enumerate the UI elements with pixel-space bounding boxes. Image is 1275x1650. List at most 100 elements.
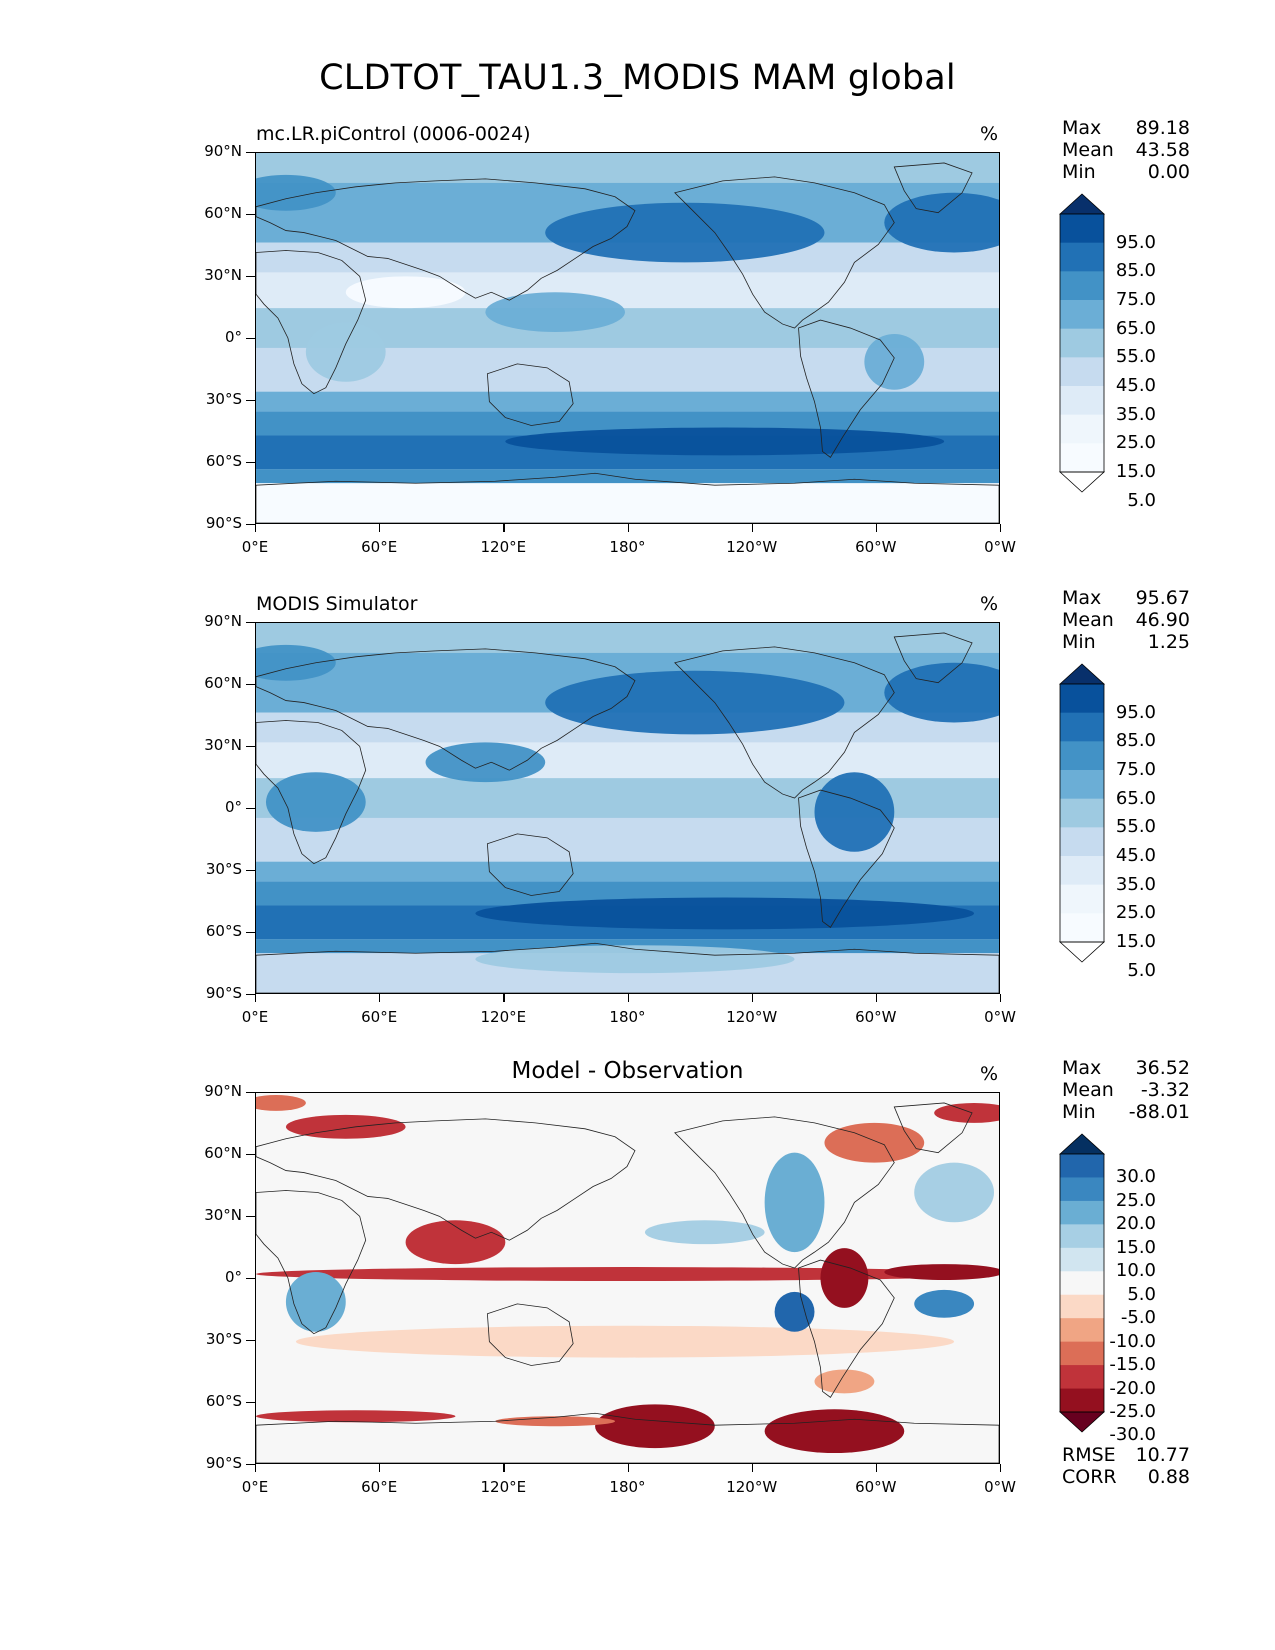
colorbar-label: -25.0 bbox=[1109, 1401, 1156, 1422]
stats-block: Max 95.67 Mean 46.90 Min 1.25 bbox=[1062, 587, 1190, 653]
colorbar-segment bbox=[1060, 357, 1104, 387]
map-area bbox=[255, 152, 1000, 524]
field-contour bbox=[285, 1272, 346, 1332]
field-contour bbox=[774, 1291, 815, 1332]
stat-row: Min -88.01 bbox=[1062, 1101, 1190, 1123]
field-band bbox=[256, 153, 999, 183]
coastline-greenland bbox=[893, 632, 973, 684]
coastline-australia bbox=[486, 833, 574, 896]
field-contour bbox=[256, 1267, 995, 1281]
lat-tick-mark bbox=[246, 622, 255, 624]
lon-tick-mark bbox=[503, 1464, 505, 1472]
lat-tick-mark bbox=[246, 1464, 255, 1466]
lon-tick-mark bbox=[1000, 524, 1002, 532]
colorbar-label: 5.0 bbox=[1127, 489, 1156, 511]
coastline-greenland bbox=[893, 1102, 973, 1154]
lat-tick-label: 60°S bbox=[205, 922, 242, 940]
field-contour bbox=[305, 322, 386, 382]
field-contour bbox=[485, 292, 626, 333]
units-label: % bbox=[980, 123, 999, 145]
colorbar-segment bbox=[1060, 741, 1104, 771]
colorbar-label: 15.0 bbox=[1115, 461, 1156, 482]
colorbar-segment bbox=[1060, 1318, 1104, 1343]
lat-tick-label: 0° bbox=[224, 1268, 242, 1286]
colorbar-extend-max bbox=[1058, 663, 1106, 685]
lon-tick-mark bbox=[627, 1464, 629, 1472]
colorbar-extend-min bbox=[1058, 1411, 1106, 1433]
panel-model: mc.LR.piControl (0006-0024)% 90°N 60°N 30°N… bbox=[0, 0, 1275, 556]
lon-tick-label: 120°W bbox=[726, 538, 778, 556]
colorbar-segment bbox=[1060, 1154, 1104, 1178]
colorbar-label: 65.0 bbox=[1115, 787, 1156, 809]
colorbar-label: -15.0 bbox=[1109, 1354, 1156, 1376]
stat-value: 1.25 bbox=[1147, 631, 1190, 653]
stat-row: Min 0.00 bbox=[1062, 161, 1190, 183]
stats-block: Max 36.52 Mean -3.32 Min -88.01 bbox=[1062, 1057, 1190, 1123]
colorbar-extend-max bbox=[1058, 1133, 1106, 1155]
colorbar-svg bbox=[1058, 663, 1106, 963]
colorbar-label: 35.0 bbox=[1115, 873, 1156, 895]
field-contour bbox=[934, 1102, 999, 1123]
field-contour bbox=[505, 427, 945, 456]
lat-tick-label: 30°N bbox=[204, 266, 242, 284]
lat-tick-label: 90°N bbox=[204, 612, 242, 630]
colorbar-segment bbox=[1060, 1271, 1104, 1296]
colorbar-segment bbox=[1060, 1341, 1104, 1366]
stat-label: CORR bbox=[1062, 1466, 1117, 1488]
lat-tick-mark bbox=[246, 1154, 255, 1156]
colorbar-label: 85.0 bbox=[1115, 260, 1156, 282]
coastline-antarctica bbox=[256, 942, 999, 993]
field-contour bbox=[814, 1369, 875, 1394]
field-contour bbox=[405, 1220, 506, 1265]
colorbar bbox=[1058, 663, 1106, 963]
stat-value: 10.77 bbox=[1135, 1444, 1190, 1466]
contour-map bbox=[256, 1093, 999, 1463]
units-label: % bbox=[980, 593, 999, 615]
stat-value: -3.32 bbox=[1140, 1079, 1190, 1101]
lat-tick-mark bbox=[246, 524, 255, 526]
colorbar-label: 15.0 bbox=[1115, 931, 1156, 952]
colorbar-segment bbox=[1060, 214, 1104, 244]
lon-tick-label: 60°E bbox=[361, 1008, 398, 1026]
lat-tick-mark bbox=[246, 462, 255, 464]
colorbar-svg bbox=[1058, 193, 1106, 493]
lon-tick-mark bbox=[255, 524, 257, 532]
lat-tick-mark bbox=[246, 808, 255, 810]
coastline-europe-asia bbox=[256, 178, 636, 301]
lon-tick-label: 120°W bbox=[726, 1478, 778, 1496]
colorbar-segment bbox=[1060, 884, 1104, 914]
colorbar-segment bbox=[1060, 827, 1104, 857]
lat-tick-label: 90°S bbox=[205, 514, 242, 532]
lon-tick-mark bbox=[1000, 1464, 1002, 1472]
stat-label: Max bbox=[1062, 117, 1102, 139]
stat-row: Max 89.18 bbox=[1062, 117, 1190, 139]
lon-tick-label: 60°W bbox=[855, 1478, 897, 1496]
lon-tick-label: 0°W bbox=[984, 1008, 1016, 1026]
field-contour bbox=[764, 1152, 825, 1253]
panel-title: mc.LR.piControl (0006-0024) bbox=[256, 123, 531, 145]
colorbar-segment bbox=[1060, 798, 1104, 828]
contour-map bbox=[256, 623, 999, 993]
coastline-south-america bbox=[798, 319, 895, 458]
colorbar-segment bbox=[1060, 300, 1104, 330]
panel-title: MODIS Simulator bbox=[256, 593, 418, 615]
colorbar-label: 55.0 bbox=[1115, 816, 1156, 838]
colorbar-label: 15.0 bbox=[1115, 1236, 1156, 1258]
field-contour bbox=[884, 662, 999, 723]
colorbar-label: 25.0 bbox=[1115, 902, 1156, 924]
lon-tick-mark bbox=[379, 524, 381, 532]
colorbar-label: 95.0 bbox=[1115, 701, 1156, 723]
field-contour bbox=[265, 772, 366, 832]
colorbar-frame bbox=[1059, 1153, 1105, 1413]
stat-value: 46.90 bbox=[1135, 609, 1190, 631]
colorbar-segment bbox=[1060, 386, 1104, 416]
lat-tick-label: 90°S bbox=[205, 1454, 242, 1472]
colorbar-label: 95.0 bbox=[1115, 231, 1156, 253]
lon-tick-label: 0°W bbox=[984, 1478, 1016, 1496]
field-contour bbox=[256, 1094, 306, 1111]
lon-tick-mark bbox=[751, 524, 753, 532]
field-contour bbox=[256, 1410, 456, 1423]
field-contour bbox=[545, 202, 825, 263]
lon-tick-label: 60°W bbox=[855, 1008, 897, 1026]
stat-row: Mean -3.32 bbox=[1062, 1079, 1190, 1101]
